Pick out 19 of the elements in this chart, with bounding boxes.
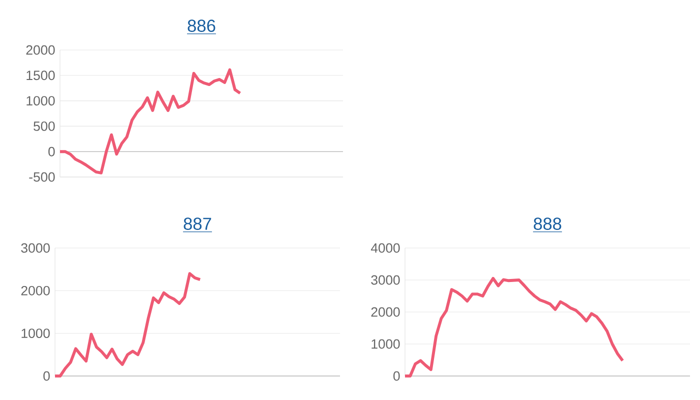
y-tick-label: 2000 — [26, 45, 55, 55]
y-tick-label: 1000 — [22, 328, 50, 338]
y-tick-label: 3000 — [21, 243, 50, 253]
y-tick-label: 3000 — [371, 275, 400, 285]
chart-title: 888 — [534, 218, 562, 230]
line-series — [54, 272, 202, 378]
y-tick-label: 500 — [34, 121, 55, 131]
chart-title: 887 — [184, 218, 212, 230]
y-tick-label: 0 — [43, 371, 50, 381]
y-tick-label: 0 — [48, 146, 55, 156]
y-tick-label: 2000 — [371, 307, 400, 317]
y-tick-label: -500 — [29, 172, 55, 182]
y-tick-label: 2000 — [21, 286, 50, 296]
chart-title: 886 — [188, 20, 216, 32]
y-tick-label: 1000 — [372, 339, 400, 349]
y-tick-label: 1500 — [26, 70, 55, 80]
y-tick-label: 4000 — [370, 243, 400, 253]
y-tick-label: 0 — [393, 371, 400, 381]
y-tick-label: 1000 — [26, 96, 55, 106]
